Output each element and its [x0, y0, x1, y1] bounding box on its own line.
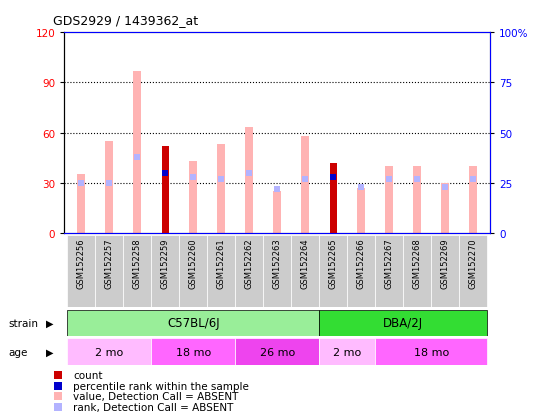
Text: GSM152260: GSM152260 [189, 237, 198, 288]
Bar [319, 339, 375, 366]
Text: 26 mo: 26 mo [260, 347, 295, 357]
Text: value, Detection Call = ABSENT: value, Detection Call = ABSENT [73, 391, 239, 401]
Bar [207, 235, 235, 308]
Bar [133, 71, 142, 233]
Bar [77, 175, 86, 233]
Text: GSM152265: GSM152265 [329, 237, 338, 288]
Text: GSM152257: GSM152257 [105, 237, 114, 288]
Text: GSM152258: GSM152258 [133, 237, 142, 288]
Bar [459, 235, 487, 308]
Text: strain: strain [8, 318, 39, 328]
Bar [217, 145, 226, 233]
Bar [441, 183, 450, 233]
Text: ▶: ▶ [46, 347, 53, 357]
Bar [263, 235, 291, 308]
Bar [67, 235, 95, 308]
Text: DBA/2J: DBA/2J [383, 317, 423, 330]
Bar [105, 142, 114, 233]
Bar [273, 192, 282, 233]
Bar [245, 128, 254, 233]
Text: GSM152256: GSM152256 [77, 237, 86, 288]
Bar [319, 235, 347, 308]
Bar [123, 235, 151, 308]
Text: ▶: ▶ [46, 318, 53, 328]
Bar [469, 166, 478, 233]
Bar [162, 147, 169, 233]
Bar [385, 166, 394, 233]
Text: GSM152262: GSM152262 [245, 237, 254, 288]
Bar [179, 235, 207, 308]
Bar [291, 235, 319, 308]
Bar [403, 235, 431, 308]
Bar [235, 235, 263, 308]
Text: GSM152267: GSM152267 [385, 237, 394, 288]
Text: GSM152261: GSM152261 [217, 237, 226, 288]
Bar [347, 235, 375, 308]
Text: 2 mo: 2 mo [333, 347, 361, 357]
Text: C57BL/6J: C57BL/6J [167, 317, 220, 330]
Text: count: count [73, 370, 102, 380]
Text: age: age [8, 347, 28, 357]
Bar [67, 339, 151, 366]
Text: GDS2929 / 1439362_at: GDS2929 / 1439362_at [53, 14, 198, 27]
Bar [95, 235, 123, 308]
Bar [319, 310, 487, 337]
Bar [235, 339, 319, 366]
Bar [375, 339, 487, 366]
Text: rank, Detection Call = ABSENT: rank, Detection Call = ABSENT [73, 401, 234, 412]
Bar [151, 235, 179, 308]
Text: 18 mo: 18 mo [414, 347, 449, 357]
Bar [330, 163, 337, 233]
Text: percentile rank within the sample: percentile rank within the sample [73, 381, 249, 391]
Bar [151, 339, 235, 366]
Text: GSM152263: GSM152263 [273, 237, 282, 288]
Bar [301, 137, 310, 233]
Bar [357, 188, 366, 233]
Text: GSM152259: GSM152259 [161, 237, 170, 288]
Text: 18 mo: 18 mo [176, 347, 211, 357]
Text: GSM152269: GSM152269 [441, 237, 450, 288]
Text: GSM152264: GSM152264 [301, 237, 310, 288]
Text: 2 mo: 2 mo [95, 347, 123, 357]
Text: GSM152268: GSM152268 [413, 237, 422, 288]
Bar [67, 310, 319, 337]
Text: GSM152270: GSM152270 [469, 237, 478, 288]
Text: GSM152266: GSM152266 [357, 237, 366, 288]
Bar [413, 166, 422, 233]
Bar [431, 235, 459, 308]
Bar [189, 161, 198, 233]
Bar [375, 235, 403, 308]
